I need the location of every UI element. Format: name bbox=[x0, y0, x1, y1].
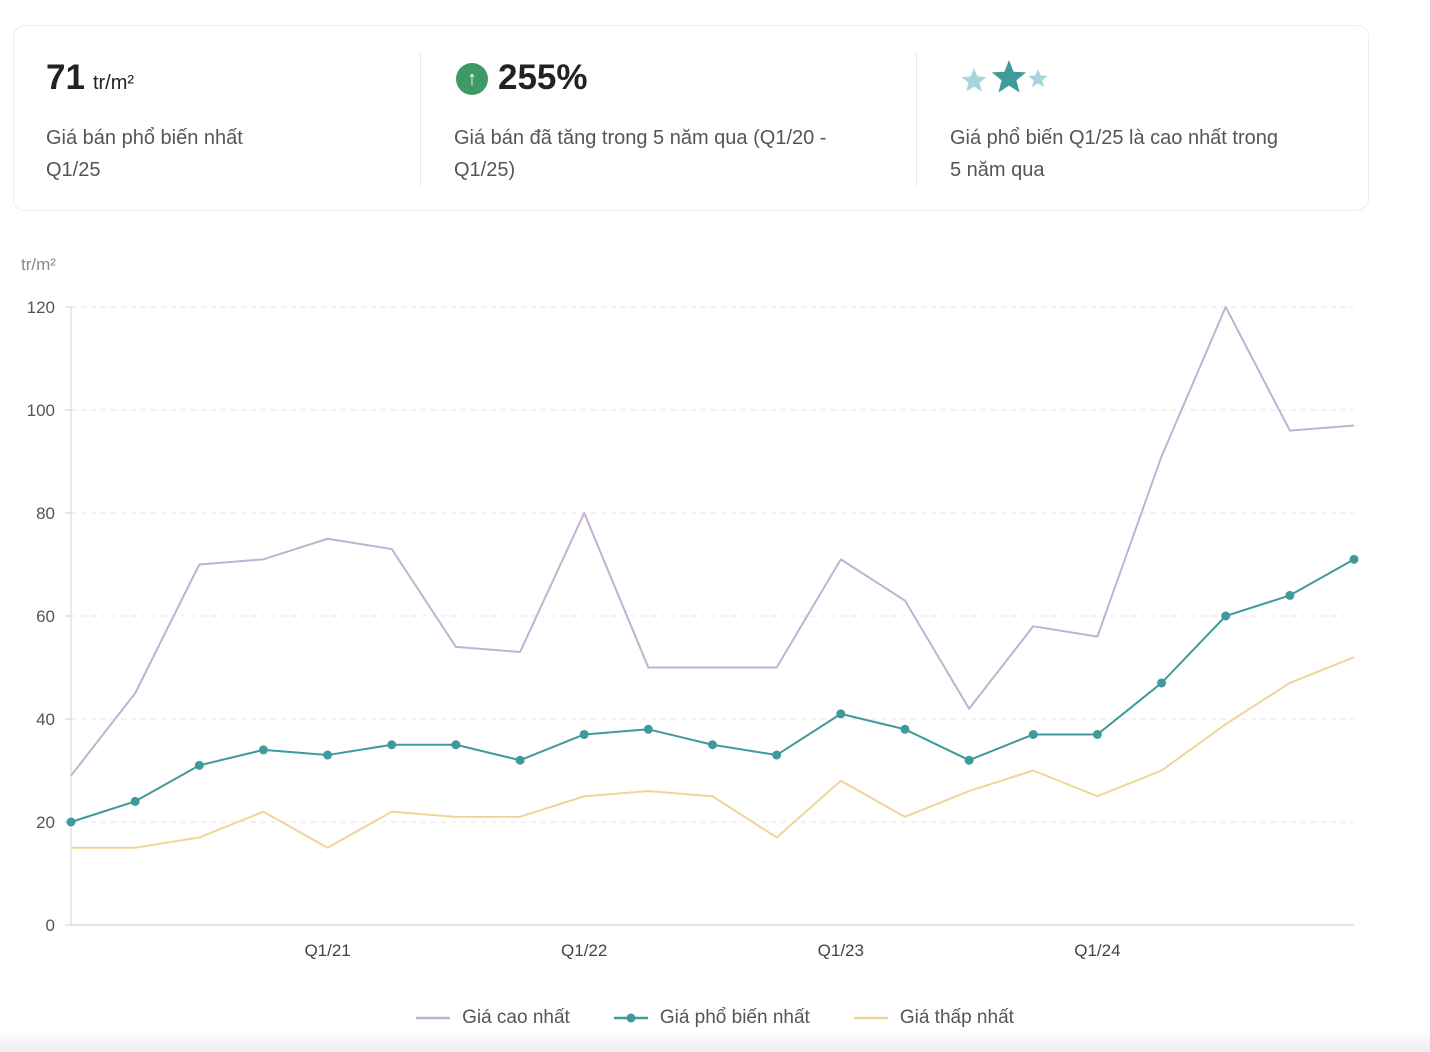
growth-desc-line2: Q1/25) bbox=[454, 159, 516, 181]
legend-label: Giá thấp nhất bbox=[899, 1007, 1014, 1028]
legend-swatch-marker bbox=[626, 1013, 636, 1023]
popular-price-unit: tr/m² bbox=[92, 72, 135, 94]
data-point bbox=[130, 796, 140, 806]
legend-swatch bbox=[853, 1016, 888, 1020]
y-tick-label: 40 bbox=[36, 710, 55, 729]
data-point bbox=[194, 760, 204, 770]
series-line bbox=[70, 306, 1355, 777]
legend-swatch bbox=[416, 1016, 451, 1020]
data-point bbox=[323, 750, 333, 760]
y-tick-label: 0 bbox=[46, 916, 55, 935]
legend-item[interactable]: Giá cao nhất bbox=[416, 1004, 570, 1032]
data-point bbox=[1157, 678, 1167, 688]
star-icon bbox=[991, 60, 1027, 93]
popular-price-description: Giá bán phổ biến nhất Q1/25 bbox=[46, 122, 243, 186]
chart-legend: Giá cao nhất Giá phổ biến nhất Giá thấp nh… bbox=[0, 1004, 1430, 1032]
popular-price-value: 71 tr/m² bbox=[46, 58, 134, 98]
data-point bbox=[387, 740, 397, 750]
data-point bbox=[1285, 590, 1295, 600]
y-tick-label: 100 bbox=[27, 401, 55, 420]
rating-desc-line1: Giá phổ biến Q1/25 là cao nhất trong bbox=[950, 127, 1279, 149]
data-point bbox=[708, 740, 717, 750]
x-tick-label: Q1/21 bbox=[304, 941, 350, 960]
divider bbox=[916, 52, 917, 186]
growth-value: 255% bbox=[498, 58, 588, 98]
popular-price-number: 71 bbox=[46, 58, 85, 97]
data-point bbox=[66, 817, 76, 827]
summary-card: 71 tr/m² Giá bán phổ biến nhất Q1/25 ↑ 2… bbox=[13, 25, 1369, 211]
divider bbox=[420, 52, 421, 186]
stat-popular-price: 71 tr/m² Giá bán phổ biến nhất Q1/25 bbox=[46, 26, 406, 212]
x-tick-label: Q1/23 bbox=[818, 941, 864, 960]
star-icon bbox=[1028, 69, 1048, 88]
y-axis-label: tr/m² bbox=[21, 255, 56, 274]
data-point bbox=[772, 750, 782, 760]
stat-rating: Giá phổ biến Q1/25 là cao nhất trong 5 n… bbox=[950, 26, 1350, 212]
x-tick-label: Q1/22 bbox=[561, 941, 607, 960]
arrow-up-icon: ↑ bbox=[456, 63, 488, 95]
popular-price-desc-line2: Q1/25 bbox=[46, 159, 101, 181]
data-point bbox=[258, 745, 268, 755]
data-point bbox=[451, 740, 461, 750]
price-line-chart: tr/m² 0 20 40 60 80 100 120 Q1/21 Q1/22 Q1/23 Q1/2… bbox=[21, 255, 1359, 960]
series-group bbox=[66, 306, 1359, 849]
data-point bbox=[1092, 729, 1102, 739]
y-tick-label: 60 bbox=[36, 607, 55, 626]
y-tick-label: 20 bbox=[36, 813, 55, 832]
growth-description: Giá bán đã tăng trong 5 năm qua (Q1/20 -… bbox=[454, 122, 826, 186]
legend-label: Giá phổ biến nhất bbox=[659, 1007, 810, 1028]
rating-desc-line2: 5 năm qua bbox=[950, 159, 1045, 181]
series-line bbox=[70, 558, 1355, 823]
data-point bbox=[836, 709, 846, 719]
growth-desc-line1: Giá bán đã tăng trong 5 năm qua (Q1/20 - bbox=[454, 127, 827, 149]
data-point bbox=[515, 755, 525, 765]
data-point bbox=[1349, 554, 1359, 564]
series-line bbox=[71, 656, 1355, 849]
bottom-fade bbox=[0, 1032, 1430, 1052]
data-point bbox=[1028, 729, 1038, 739]
popular-price-desc-line1: Giá bán phổ biến nhất bbox=[46, 127, 243, 149]
data-point bbox=[900, 724, 910, 734]
growth-percent: 255% bbox=[498, 58, 588, 97]
legend-swatch bbox=[613, 1013, 648, 1023]
legend-item[interactable]: Giá phổ biến nhất bbox=[613, 1004, 810, 1032]
x-tick-label: Q1/24 bbox=[1074, 941, 1120, 960]
axes: 0 20 40 60 80 100 120 Q1/21 Q1/22 Q1/23 Q1/24 bbox=[27, 298, 1354, 960]
data-point bbox=[964, 755, 974, 765]
rating-stars bbox=[961, 60, 1048, 93]
star-icon bbox=[961, 68, 987, 92]
data-point bbox=[579, 729, 589, 739]
stat-price-growth: ↑ 255% Giá bán đã tăng trong 5 năm qua (… bbox=[454, 26, 894, 212]
y-tick-label: 120 bbox=[27, 298, 55, 317]
data-point bbox=[643, 724, 653, 734]
legend-label: Giá cao nhất bbox=[462, 1007, 570, 1028]
y-tick-label: 80 bbox=[36, 504, 55, 523]
grid-lines bbox=[71, 306, 1354, 823]
legend-item[interactable]: Giá thấp nhất bbox=[853, 1004, 1014, 1032]
data-point bbox=[1221, 611, 1231, 621]
rating-description: Giá phổ biến Q1/25 là cao nhất trong 5 n… bbox=[950, 122, 1278, 186]
